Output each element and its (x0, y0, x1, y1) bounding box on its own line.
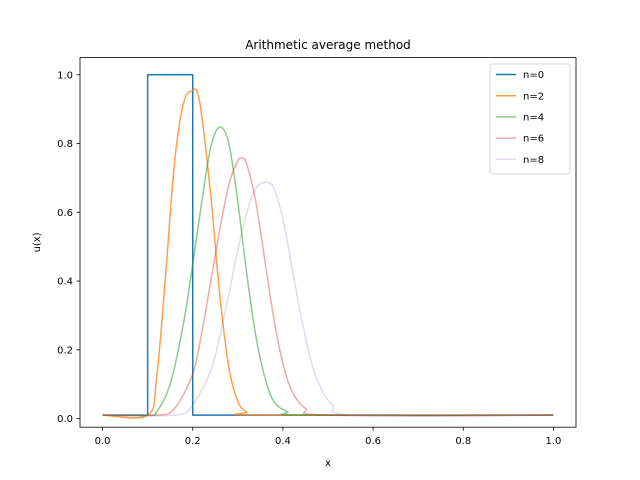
x-tick-label: 0.8 (455, 436, 471, 447)
legend-label: n=2 (523, 91, 544, 102)
x-tick-label: 0.2 (185, 436, 201, 447)
x-tick-label: 0.6 (365, 436, 381, 447)
plot-layer (102, 74, 554, 419)
series-line-n-4 (102, 126, 554, 417)
y-axis-label: u(x) (32, 232, 43, 252)
series-line-n-2 (102, 88, 554, 419)
legend: n=0 n=2 n=4 n=6 n=8 (489, 63, 571, 175)
x-tick-label: 1.0 (546, 436, 562, 447)
axis-ticks: 0.0 0.2 0.4 0.6 0.8 1.0 0.0 0.2 0.4 0.6 0.8 1.0 (57, 70, 561, 447)
y-tick-label: 0.0 (57, 414, 73, 425)
plot-area-frame (79, 57, 577, 428)
x-tick-label: 0.4 (275, 436, 291, 447)
y-tick-label: 0.6 (57, 208, 73, 219)
x-axis-label: x (325, 458, 331, 469)
y-tick-label: 0.2 (57, 345, 73, 356)
series-line-n-6 (102, 156, 554, 417)
legend-label: n=8 (523, 155, 544, 166)
y-tick-label: 0.4 (57, 277, 73, 288)
legend-frame (489, 63, 571, 175)
x-tick-label: 0.0 (95, 436, 111, 447)
legend-label: n=4 (523, 113, 544, 124)
legend-label: n=0 (523, 70, 544, 81)
legend-label: n=6 (523, 134, 544, 145)
series-line-n-8 (102, 180, 554, 417)
y-tick-label: 1.0 (57, 70, 73, 81)
chart-title: Arithmetic average method (245, 38, 411, 52)
y-tick-label: 0.8 (57, 139, 73, 150)
